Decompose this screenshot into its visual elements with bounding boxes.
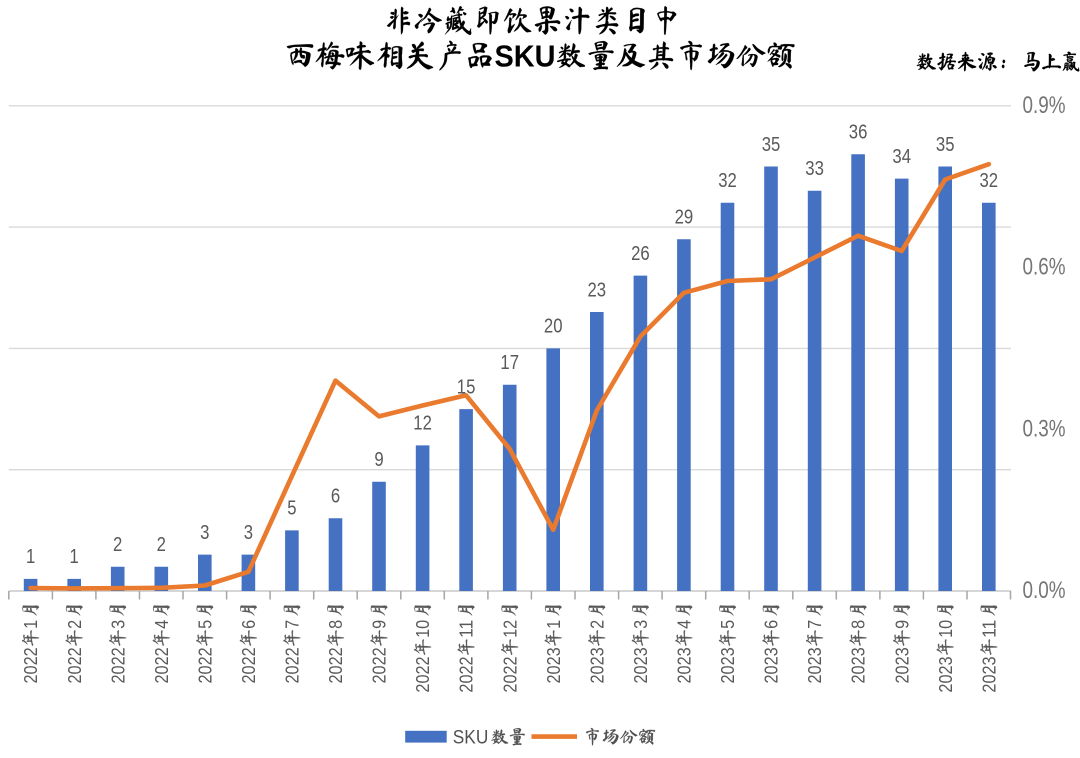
svg-text:1: 1	[543, 620, 564, 629]
svg-text:2022: 2022	[369, 647, 390, 683]
svg-text:2: 2	[64, 620, 85, 629]
svg-text:2023: 2023	[761, 647, 782, 683]
svg-text:2022: 2022	[107, 647, 128, 683]
svg-text:4: 4	[674, 620, 695, 629]
svg-text:3: 3	[244, 522, 253, 544]
svg-text:20: 20	[544, 316, 563, 338]
svg-text:11: 11	[456, 620, 477, 638]
svg-text:0.3%: 0.3%	[1023, 416, 1066, 443]
svg-text:2022: 2022	[499, 656, 520, 692]
svg-text:2023: 2023	[891, 647, 912, 683]
svg-text:2023: 2023	[543, 647, 564, 683]
svg-text:12: 12	[413, 413, 432, 435]
svg-text:10: 10	[935, 620, 956, 638]
svg-text:2022: 2022	[325, 647, 346, 683]
svg-text:4: 4	[151, 620, 172, 629]
svg-text:2022: 2022	[282, 647, 303, 683]
svg-text:3: 3	[200, 522, 209, 544]
svg-text:2022: 2022	[412, 656, 433, 692]
svg-text:8: 8	[848, 620, 869, 629]
svg-text:1: 1	[70, 546, 79, 568]
svg-text:12: 12	[499, 620, 520, 638]
svg-text:7: 7	[282, 620, 303, 629]
svg-text:11: 11	[978, 620, 999, 638]
svg-text:2023: 2023	[717, 647, 738, 683]
svg-text:2023: 2023	[848, 647, 869, 683]
svg-text:7: 7	[804, 620, 825, 629]
svg-text:SKU: SKU	[495, 39, 556, 74]
svg-text:2022: 2022	[456, 656, 477, 692]
svg-text:9: 9	[369, 620, 390, 629]
svg-text:0.9%: 0.9%	[1023, 92, 1066, 119]
svg-text:33: 33	[805, 158, 824, 180]
svg-text:34: 34	[892, 146, 911, 168]
svg-text:2022: 2022	[238, 647, 259, 683]
svg-text:2022: 2022	[20, 647, 41, 683]
svg-text:9: 9	[891, 620, 912, 629]
svg-text:35: 35	[936, 134, 955, 156]
svg-text:6: 6	[331, 486, 340, 508]
svg-text:5: 5	[287, 498, 296, 520]
svg-text:5: 5	[717, 620, 738, 629]
svg-text:17: 17	[500, 352, 519, 374]
svg-text:6: 6	[761, 620, 782, 629]
svg-text:1: 1	[20, 620, 41, 629]
svg-text:29: 29	[675, 207, 694, 229]
svg-text:2022: 2022	[151, 647, 172, 683]
svg-text:2023: 2023	[630, 647, 651, 683]
svg-text:26: 26	[631, 243, 650, 265]
svg-text:2022: 2022	[194, 647, 215, 683]
svg-text:35: 35	[762, 134, 781, 156]
svg-text:3: 3	[107, 620, 128, 629]
svg-text:23: 23	[588, 279, 607, 301]
svg-text:1: 1	[26, 546, 35, 568]
svg-text:SKU: SKU	[453, 726, 489, 748]
svg-text:8: 8	[325, 620, 346, 629]
svg-text:5: 5	[194, 620, 215, 629]
svg-text:2023: 2023	[935, 656, 956, 692]
svg-text:2: 2	[586, 620, 607, 629]
svg-text:2023: 2023	[978, 656, 999, 692]
svg-text:32: 32	[718, 170, 737, 192]
svg-text:2: 2	[113, 534, 122, 556]
svg-text:2023: 2023	[586, 647, 607, 683]
svg-text:10: 10	[412, 620, 433, 638]
svg-text:9: 9	[374, 449, 383, 471]
svg-text:2022: 2022	[64, 647, 85, 683]
svg-text:32: 32	[980, 170, 999, 192]
svg-text:2023: 2023	[804, 647, 825, 683]
svg-text:6: 6	[238, 620, 259, 629]
svg-text:0.0%: 0.0%	[1023, 577, 1066, 604]
svg-text:0.6%: 0.6%	[1023, 254, 1066, 281]
svg-text:36: 36	[849, 122, 868, 144]
svg-text:15: 15	[457, 376, 476, 398]
svg-text:3: 3	[630, 620, 651, 629]
svg-text:2023: 2023	[674, 647, 695, 683]
svg-text:2: 2	[157, 534, 166, 556]
